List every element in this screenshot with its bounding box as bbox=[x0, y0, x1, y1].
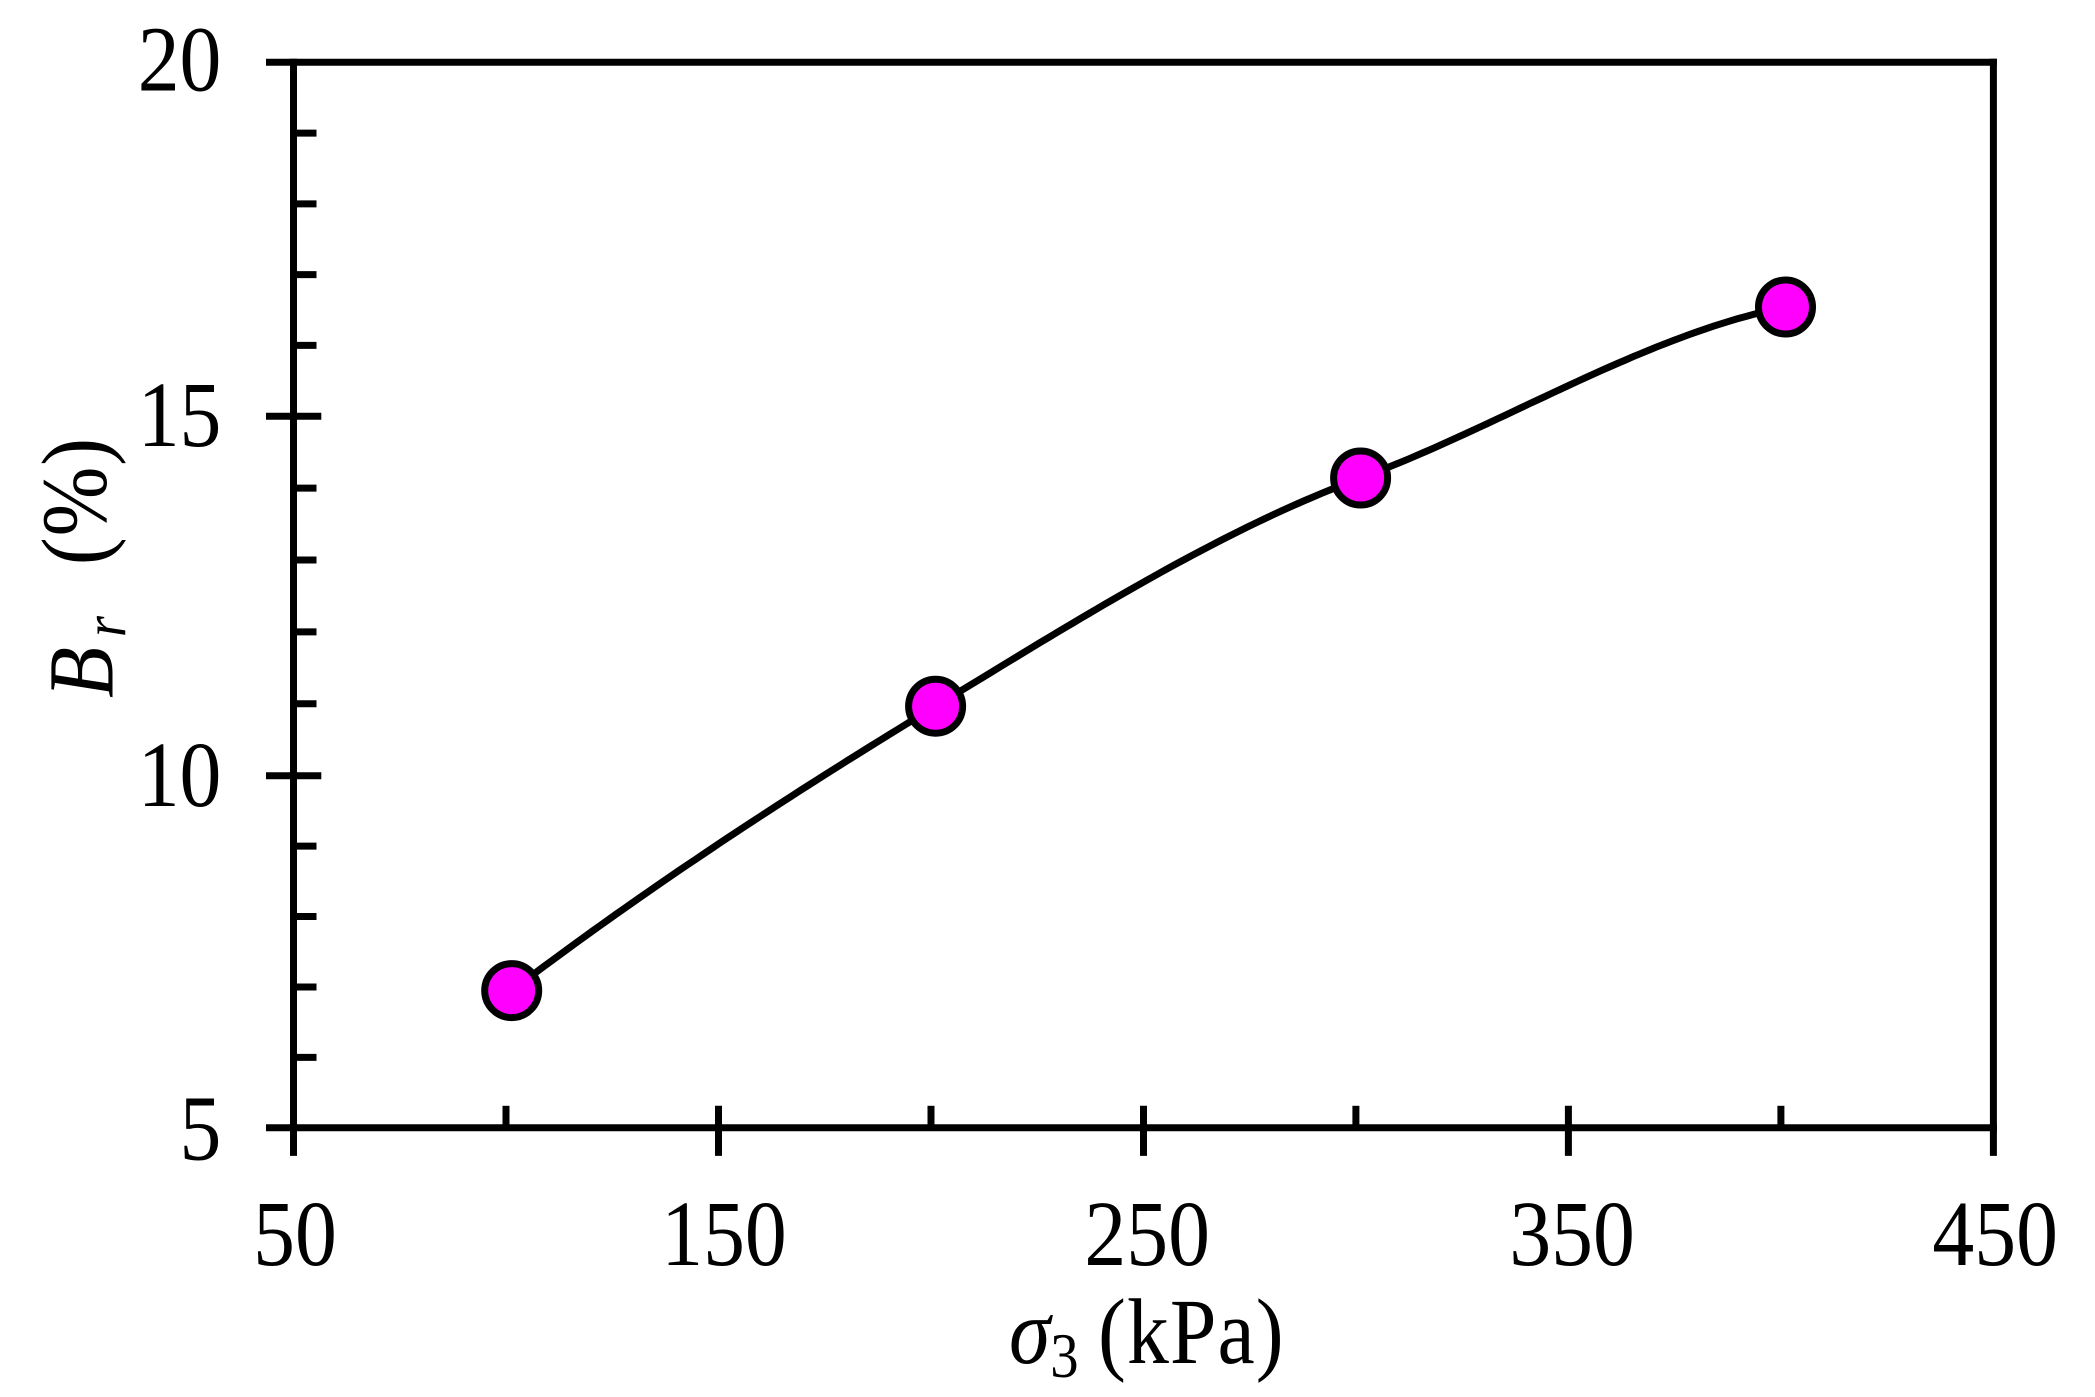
svg-text:Br(%): Br(%) bbox=[24, 437, 139, 698]
svg-text:150: 150 bbox=[661, 1183, 787, 1286]
svg-text:250: 250 bbox=[1084, 1183, 1210, 1286]
svg-text:50: 50 bbox=[253, 1183, 337, 1286]
svg-text:450: 450 bbox=[1932, 1183, 2058, 1286]
svg-text:20: 20 bbox=[138, 9, 222, 112]
svg-text:15: 15 bbox=[138, 364, 222, 467]
svg-text:5: 5 bbox=[180, 1078, 222, 1181]
svg-text:10: 10 bbox=[138, 724, 222, 827]
svg-text:σ3(kPa): σ3 (kPa) bbox=[1009, 1281, 1285, 1391]
svg-text:350: 350 bbox=[1509, 1183, 1635, 1286]
